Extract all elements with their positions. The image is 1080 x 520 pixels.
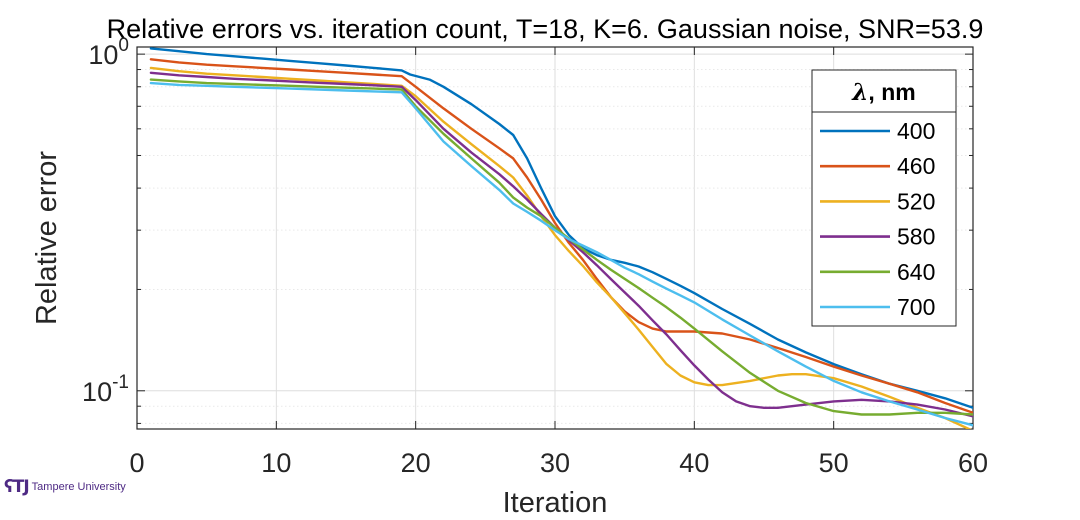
y-tick-labels: 100 10-1 [82, 35, 129, 407]
legend-label-460: 460 [897, 153, 935, 179]
y-tick-label--1: 10-1 [82, 372, 129, 407]
y-tick-label-0: 100 [88, 35, 129, 70]
x-tick-label-60: 60 [958, 448, 988, 478]
legend-title: λ, nm [851, 79, 915, 106]
legend-label-640: 640 [897, 259, 935, 285]
legend-label-520: 520 [897, 188, 935, 214]
x-tick-label-20: 20 [401, 448, 431, 478]
legend-items: 400 460 520 580 640 700 [820, 118, 935, 320]
legend-title-symbol: λ [851, 79, 868, 106]
x-axis-label: Iteration [503, 487, 608, 519]
university-logo-mark: ʕTJ [4, 477, 30, 497]
x-tick-label-40: 40 [679, 448, 709, 478]
x-tick-label-10: 10 [261, 448, 291, 478]
series-line-400 [149, 47, 973, 409]
axis-ticks [136, 47, 974, 429]
legend-label-700: 700 [897, 294, 935, 320]
legend-title-unit: , nm [868, 79, 915, 105]
legend-label-580: 580 [897, 224, 935, 250]
chart-title: Relative errors vs. iteration count, T=1… [107, 14, 984, 44]
x-tick-label-0: 0 [129, 448, 144, 478]
x-tick-label-30: 30 [540, 448, 570, 478]
series-line-460 [149, 58, 973, 414]
legend-label-400: 400 [897, 118, 935, 144]
series-line-520 [149, 66, 972, 429]
series-line-700 [149, 81, 973, 427]
legend-box [811, 69, 957, 327]
y-axis-label: Relative error [31, 151, 63, 325]
x-tick-label-50: 50 [819, 448, 849, 478]
tampere-university-logo: ʕTJ Tampere University [4, 477, 126, 497]
series-line-640 [149, 78, 973, 416]
series-line-580 [149, 71, 973, 418]
university-name: Tampere University [31, 481, 126, 493]
x-tick-labels: 0 10 20 30 40 50 60 [129, 448, 988, 478]
series-lines [149, 47, 973, 429]
legend: λ, nm 400 460 520 580 640 700 [811, 69, 957, 327]
